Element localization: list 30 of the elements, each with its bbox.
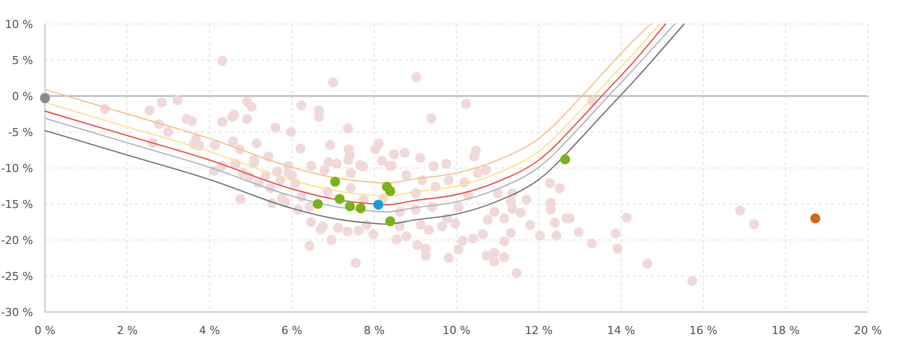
y-tick-label: 10 % (5, 18, 33, 31)
y-tick-label: -25 % (1, 270, 33, 283)
x-tick-label: 2 % (116, 324, 138, 337)
x-tick-label: 16 % (689, 324, 718, 337)
x-tick-label: 6 % (281, 324, 302, 337)
y-tick-label: -30 % (1, 306, 33, 319)
point (810, 213, 820, 224)
x-tick-label: 14 % (607, 324, 636, 337)
y-tick-label: -20 % (1, 234, 33, 247)
y-tick-label: -5 % (8, 126, 33, 139)
y-tick-label: -15 % (1, 198, 33, 211)
point (344, 201, 355, 212)
x-tick-label: 20 % (854, 324, 882, 337)
point (373, 200, 384, 210)
x-tick-label: 18 % (772, 324, 800, 337)
point (385, 216, 396, 226)
point (312, 199, 323, 209)
point (334, 194, 345, 204)
point (330, 176, 340, 187)
x-tick-label: 0 % (34, 324, 56, 337)
x-tick-label: 10 % (442, 324, 470, 337)
x-tick-label: 12 % (524, 324, 553, 337)
y-tick-label: 0 % (12, 90, 33, 103)
point (356, 203, 366, 214)
point (560, 154, 570, 164)
x-tick-label: 8 % (364, 324, 385, 337)
y-tick-label: 5 % (12, 54, 33, 67)
point (385, 186, 396, 196)
y-tick-label: -10 % (1, 162, 33, 175)
x-tick-label: 4 % (199, 324, 220, 337)
